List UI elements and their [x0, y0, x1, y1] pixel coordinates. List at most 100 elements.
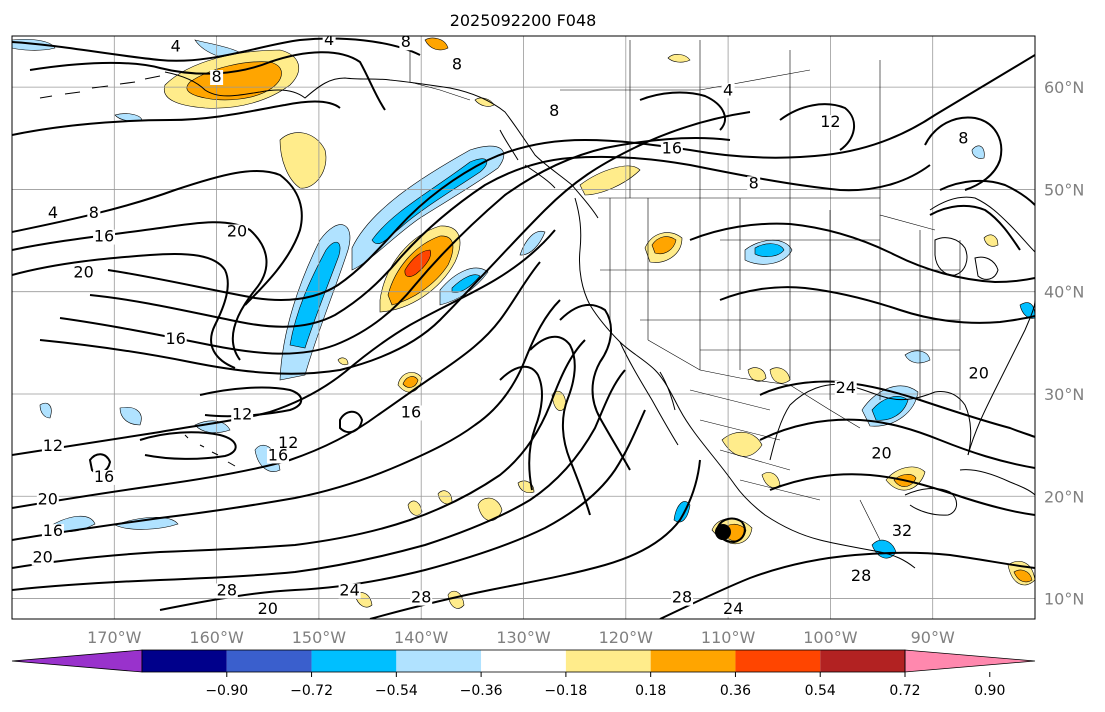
- contour-label-bg: [41, 524, 64, 540]
- contour-line: [779, 103, 855, 151]
- contour-label: 8: [958, 128, 968, 147]
- yellow-southwest-us: [747, 367, 767, 382]
- negative-anomaly-shading: [12, 38, 1035, 559]
- colorbar-frame: [141, 649, 906, 673]
- contour-label: 12: [278, 433, 298, 452]
- blue-subtropical-mid: [114, 517, 179, 530]
- contour-label: 20: [969, 364, 989, 383]
- contour-line: [769, 473, 1035, 516]
- colorbar-segment: [565, 650, 651, 672]
- alaska-canada-border: [409, 36, 471, 101]
- colorbar-segment: [820, 650, 905, 672]
- blue-east-pacific: [673, 501, 691, 523]
- colorbar-segment: [142, 650, 227, 672]
- contour-label: 24: [836, 378, 856, 397]
- contour-line: [139, 431, 237, 460]
- colorbar-segment: [226, 650, 312, 672]
- height-contours: [12, 37, 1035, 619]
- contour-label: 20: [33, 548, 53, 567]
- contour-label-bg: [266, 448, 289, 464]
- map-title: 2025092200 F048: [450, 11, 597, 30]
- contour-label-bg: [850, 569, 873, 585]
- contour-label-bg: [660, 141, 683, 157]
- contour-label-bg: [277, 436, 300, 452]
- contour-label-bg: [870, 446, 893, 462]
- yellow-mexico-west: [721, 432, 763, 457]
- colorbar-tick-label: 0.36: [720, 683, 751, 699]
- lon-tick-label: 100°W: [803, 628, 858, 647]
- hudson-bay-coast: [929, 196, 1035, 253]
- contour-label-bg: [338, 583, 361, 599]
- colorbar-tick-label: 0.72: [889, 683, 920, 699]
- contour-label: 12: [820, 112, 840, 131]
- contour-label-bg: [322, 36, 336, 49]
- contour-label-bg: [967, 366, 990, 382]
- yellow-baja-b: [761, 472, 781, 488]
- yellow-north-b: [474, 97, 495, 107]
- contour-label-bg: [819, 115, 842, 131]
- contour-label: 16: [94, 467, 114, 486]
- contour-line: [689, 222, 1035, 284]
- contour-label-bg: [721, 83, 735, 99]
- contour-label: 32: [892, 521, 912, 540]
- contour-label-bg: [399, 405, 422, 421]
- contour-line: [59, 137, 731, 355]
- lon-tick-label: 170°W: [87, 628, 142, 647]
- colorbar-tick-label: −0.72: [290, 683, 333, 699]
- contour-line: [929, 204, 1021, 251]
- axis-ticks: 170°W 160°W 150°W 140°W 130°W 120°W 110°W 100°W…: [87, 78, 1084, 647]
- contour-label: 8: [89, 203, 99, 222]
- contour-label: 28: [851, 566, 871, 585]
- contour-label-bg: [671, 590, 694, 606]
- contour-line: [924, 116, 1003, 191]
- orange-alaska-shading: [186, 61, 282, 101]
- contour-label: 4: [48, 203, 58, 222]
- lon-tick-label: 90°W: [911, 628, 955, 647]
- colorbar-tick-label: −0.18: [544, 683, 587, 699]
- contour-label: 20: [871, 443, 891, 462]
- contour-line: [12, 339, 586, 569]
- contour-label-bg: [747, 176, 761, 192]
- coastlines: [39, 71, 1035, 569]
- contour-label-bg: [210, 70, 224, 86]
- colorbar-tick-label: 0.90: [974, 683, 1005, 699]
- contour-label: 28: [411, 588, 431, 607]
- lat-tick-label: 50°N: [1044, 180, 1084, 199]
- contour-line: [29, 51, 386, 111]
- contour-label: 8: [401, 32, 411, 51]
- orange-north-a: [424, 37, 449, 51]
- colorbar-segment: [735, 650, 821, 672]
- contour-label-bg: [891, 524, 914, 540]
- contour-label-bg: [87, 206, 101, 222]
- lon-tick-label: 140°W: [394, 628, 449, 647]
- blue-sw-coast: [119, 407, 142, 426]
- contour-line: [529, 335, 591, 516]
- contour-line: [39, 111, 751, 375]
- contour-label-bg: [722, 601, 745, 617]
- orange-pacific-30n: [402, 376, 419, 388]
- contour-line: [107, 54, 1035, 301]
- map-frame: [11, 35, 1036, 620]
- blue-northeast-pacific-core: [451, 274, 481, 293]
- red-pacific-jet-core: [404, 249, 431, 277]
- lat-tick-label: 10°N: [1044, 590, 1084, 609]
- colorbar-tick-label: −0.54: [375, 683, 418, 699]
- contour-label: 12: [43, 436, 63, 455]
- lat-tick-label: 20°N: [1044, 487, 1084, 506]
- contour-label-bg: [169, 39, 183, 55]
- canada-territory-borders: [560, 40, 881, 198]
- yellow-north-canada: [667, 54, 691, 63]
- blue-far-west: [39, 402, 52, 419]
- aleutian-islands: [39, 75, 161, 99]
- lon-tick-label: 150°W: [292, 628, 347, 647]
- blue-pacific-nw-coast: [519, 230, 546, 256]
- colorbar-tick-label: 0.18: [635, 683, 666, 699]
- colorbar-segment: [311, 650, 397, 672]
- contour-line: [559, 303, 631, 471]
- contour-line: [159, 409, 646, 611]
- colorbar-segment: [650, 650, 736, 672]
- contour-label: 28: [217, 580, 237, 599]
- hawaii-islands: [184, 434, 236, 467]
- contour-label-bg: [256, 601, 279, 617]
